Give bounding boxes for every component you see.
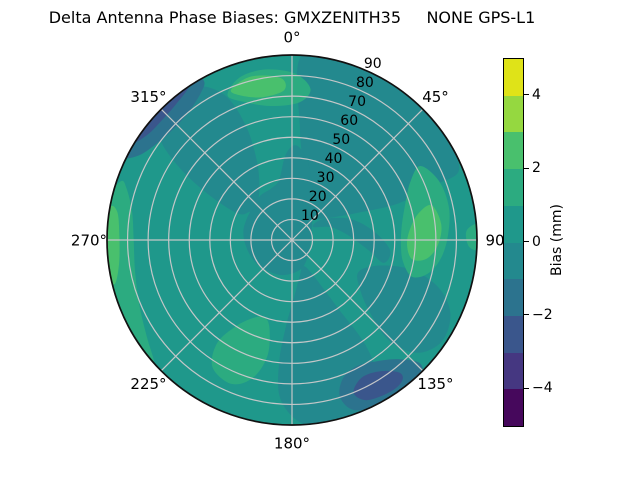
southeast-mid-low-patch <box>357 265 451 353</box>
colorbar-band-5 <box>504 242 523 280</box>
northwest-rim-core-patch <box>130 85 189 144</box>
radial-tick-label-10: 10 <box>301 208 319 224</box>
angular-tick-label-0: 0° <box>283 28 300 46</box>
colorbar-band-9 <box>504 389 523 427</box>
colorbar-band-3 <box>504 169 523 206</box>
colorbar-band-6 <box>504 279 523 316</box>
angular-tick-label-90: 90 <box>485 231 504 249</box>
angular-tick-label-315: 315° <box>130 88 166 106</box>
colorbar-tick-2 <box>524 167 529 169</box>
colorbar-tick-label--2: −2 <box>532 306 553 323</box>
angular-tick-label-135: 135° <box>417 375 453 393</box>
colorbar-tick-label--4: −4 <box>532 380 553 397</box>
spoke-315 <box>160 108 293 241</box>
spoke-225 <box>160 239 293 372</box>
southeast-rim-core-patch <box>353 370 403 401</box>
east-inner-low-patch <box>312 217 391 263</box>
colorbar-band-2 <box>504 132 523 170</box>
radial-tick-label-70: 70 <box>348 94 366 110</box>
colorbar-tick-0 <box>524 241 529 242</box>
radial-tick-label-20: 20 <box>309 189 327 205</box>
polar-rim <box>106 54 478 426</box>
radial-tick-label-60: 60 <box>340 113 358 129</box>
colorbar-band-0 <box>504 59 523 96</box>
radial-tick-label-40: 40 <box>325 151 343 167</box>
spoke-45 <box>291 108 424 241</box>
angular-tick-label-180: 180° <box>274 434 310 452</box>
north-high-core-patch <box>230 75 286 98</box>
colorbar-tick-4 <box>524 94 529 96</box>
radial-tick-label-50: 50 <box>332 132 350 148</box>
angular-tick-label-270: 270° <box>71 231 107 249</box>
colorbar-band-4 <box>504 205 523 243</box>
colorbar-tick--2 <box>524 314 529 316</box>
colorbar-tick-label-2: 2 <box>532 160 541 177</box>
center-low-patch <box>243 145 314 276</box>
colorbar-band-7 <box>504 315 523 353</box>
chart-title: Delta Antenna Phase Biases: GMXZENITH35 … <box>48 8 536 27</box>
colorbar <box>503 58 524 427</box>
radial-tick-label-90: 90 <box>364 56 382 72</box>
colorbar-band-1 <box>504 95 523 133</box>
radial-tick-label-80: 80 <box>356 75 374 91</box>
colorbar-tick-label-0: 0 <box>532 233 541 250</box>
colorbar-tick--4 <box>524 387 529 389</box>
angular-tick-label-45: 45° <box>422 88 449 106</box>
colorbar-band-8 <box>504 352 523 390</box>
colorbar-tick-label-4: 4 <box>532 86 541 103</box>
radial-tick-label-30: 30 <box>317 170 335 186</box>
spoke-135 <box>291 239 424 372</box>
angular-tick-label-225: 225° <box>130 375 166 393</box>
